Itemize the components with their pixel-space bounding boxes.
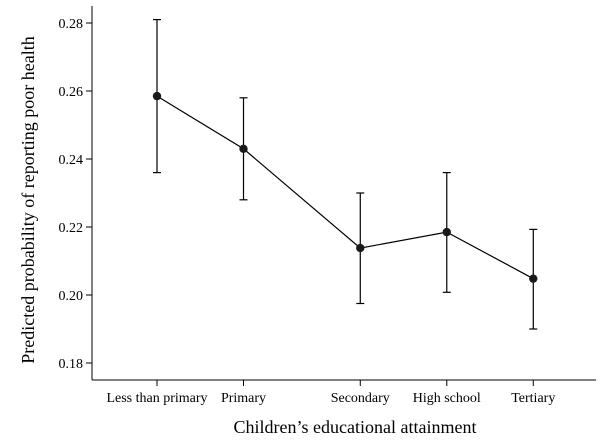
y-tick-label: 0.20	[59, 289, 84, 304]
data-point	[356, 243, 365, 253]
chart-marks	[152, 19, 538, 330]
x-tick-label: Tertiary	[511, 391, 555, 406]
y-tick-label: 0.24	[59, 153, 84, 168]
data-point	[529, 274, 538, 283]
x-tick-label: Primary	[221, 391, 266, 406]
data-point	[239, 144, 248, 153]
series-line	[156, 95, 534, 280]
y-tick-label: 0.22	[59, 221, 84, 236]
x-tick-label: High school	[413, 391, 481, 406]
data-point	[442, 227, 451, 237]
data-point	[152, 91, 162, 101]
x-axis-title: Children’s educational attainment	[234, 417, 477, 437]
y-tick-label: 0.18	[59, 357, 84, 372]
x-tick-label: Secondary	[331, 391, 390, 406]
y-tick-label: 0.26	[59, 85, 84, 100]
y-tick-label: 0.28	[59, 17, 84, 32]
axes: 0.18 0.20 0.22 0.24 0.26 0.28 Less than primar…	[59, 6, 596, 406]
x-tick-label: Less than primary	[106, 391, 207, 406]
y-axis-title: Predicted probability of reporting poor …	[18, 36, 38, 363]
